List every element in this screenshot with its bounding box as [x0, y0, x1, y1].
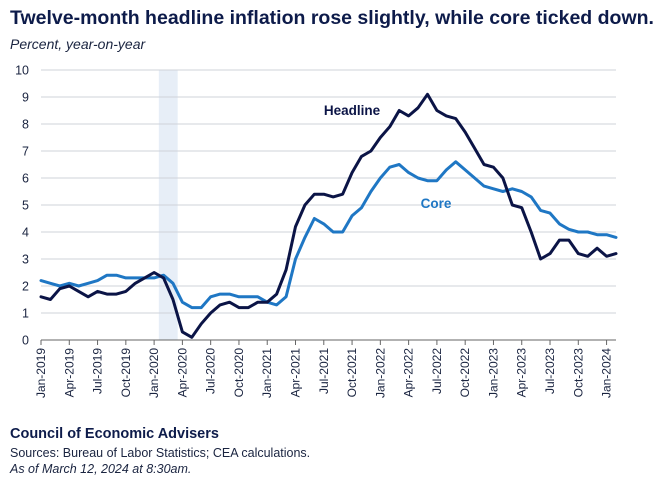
- x-tick-label: Oct-2021: [345, 348, 359, 398]
- x-tick-label: Jul-2020: [204, 348, 218, 394]
- y-tick-label: 0: [22, 334, 29, 348]
- headline-series-line: [39, 92, 618, 339]
- x-tick-label: Apr-2019: [62, 348, 76, 398]
- y-tick-label: 6: [22, 172, 29, 186]
- x-tick-label: Apr-2023: [515, 348, 529, 398]
- series-lines: [39, 92, 618, 339]
- x-tick-label: Apr-2021: [289, 348, 303, 398]
- y-tick-label: 5: [22, 199, 29, 213]
- y-tick-label: 8: [22, 118, 29, 132]
- x-tick-label: Jan-2019: [34, 348, 48, 398]
- headline-series-label: Headline: [324, 103, 381, 118]
- y-tick-label: 2: [22, 280, 29, 294]
- y-axis-ticks: 0 1 2 3 4 5 6 7 8 9 10: [15, 64, 29, 348]
- y-tick-label: 1: [22, 307, 29, 321]
- x-tick-label: Oct-2019: [119, 348, 133, 398]
- chart-subtitle: Percent, year-on-year: [10, 36, 146, 52]
- x-tick-label: Jan-2024: [600, 348, 614, 398]
- x-tick-label: Oct-2022: [458, 348, 472, 398]
- core-series-line: [39, 160, 618, 310]
- y-tick-label: 9: [22, 91, 29, 105]
- x-tick-label: Jan-2022: [373, 348, 387, 398]
- x-tick-label: Jul-2021: [317, 348, 331, 394]
- y-tick-label: 10: [15, 64, 29, 78]
- x-tick-label: Oct-2023: [571, 348, 585, 398]
- x-tick-label: Jan-2023: [486, 348, 500, 398]
- line-chart: 0 1 2 3 4 5 6 7 8 9 10 Jan-2019 Apr-2019 Jul-2019 Oct…: [15, 64, 618, 398]
- x-tick-label: Apr-2022: [402, 348, 416, 398]
- y-tick-label: 3: [22, 253, 29, 267]
- footer-sources: Sources: Bureau of Labor Statistics; CEA…: [10, 446, 311, 460]
- core-series-label: Core: [421, 196, 452, 211]
- x-tick-label: Jul-2019: [91, 348, 105, 394]
- x-tick-label: Jan-2020: [147, 348, 161, 398]
- y-tick-label: 7: [22, 145, 29, 159]
- chart-title: Twelve-month headline inflation rose sli…: [10, 7, 654, 29]
- gridlines: [41, 69, 616, 314]
- footer-organization: Council of Economic Advisers: [10, 426, 219, 442]
- x-tick-label: Oct-2020: [232, 348, 246, 398]
- y-tick-label: 4: [22, 226, 29, 240]
- footer-timestamp: As of March 12, 2024 at 8:30am.: [10, 462, 192, 476]
- x-tick-label: Apr-2020: [175, 348, 189, 398]
- x-tick-label: Jul-2023: [543, 348, 557, 394]
- x-tick-label: Jan-2021: [260, 348, 274, 398]
- x-axis-ticks: Jan-2019 Apr-2019 Jul-2019 Oct-2019 Jan-2020…: [34, 340, 614, 398]
- x-tick-label: Jul-2022: [430, 348, 444, 394]
